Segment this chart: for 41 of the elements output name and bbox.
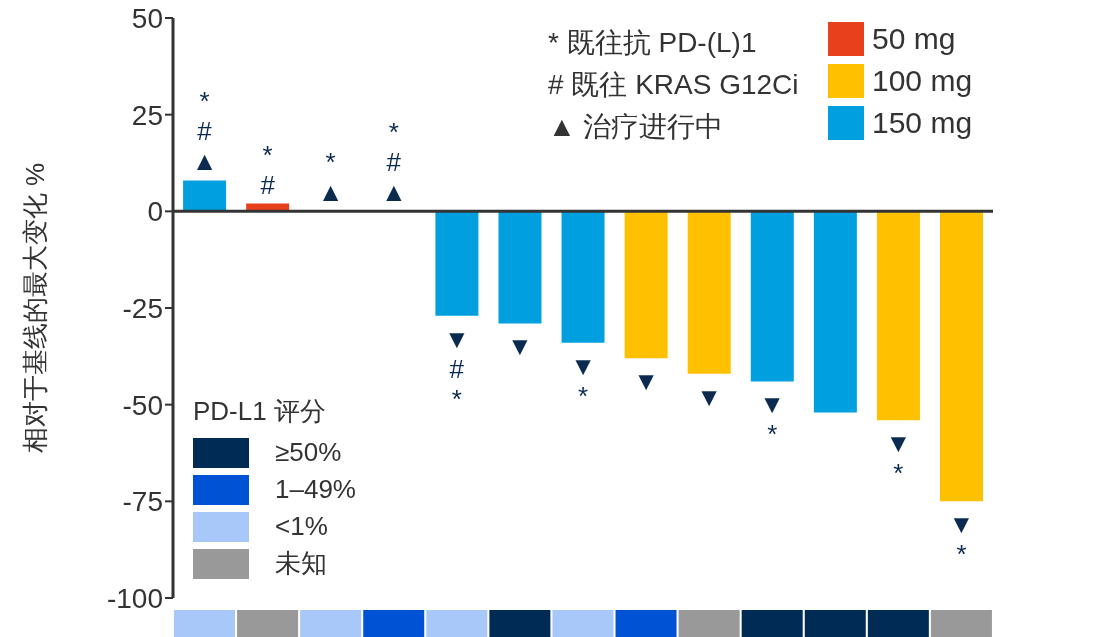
- text: ▼: [633, 366, 659, 397]
- text: ▼ # *: [443, 323, 470, 414]
- y-tick-label: 0: [147, 196, 163, 228]
- bar: [624, 211, 668, 359]
- y-tick-label: -100: [106, 582, 163, 614]
- text: ▼ *: [885, 428, 912, 489]
- bar: [183, 180, 227, 212]
- bar: [498, 211, 542, 324]
- text: * # ▲: [191, 86, 218, 177]
- bar: [687, 211, 731, 374]
- text: ▼: [696, 381, 723, 412]
- text: ▼ *: [948, 509, 975, 570]
- text: * #: [260, 139, 275, 200]
- legend-label: <1%: [274, 510, 329, 543]
- bar: [561, 211, 605, 343]
- y-tick-label: -50: [122, 389, 163, 421]
- text: * ▲: [317, 147, 344, 208]
- text: ▼: [507, 331, 533, 362]
- bar: [940, 211, 984, 502]
- y-tick-label: -75: [122, 486, 163, 518]
- text: ▼ *: [759, 389, 786, 450]
- annotation: ▲ 治疗进行中: [548, 110, 725, 144]
- annotation: # 既往 KRAS G12Ci: [548, 68, 799, 102]
- legend-label: 100 mg: [871, 63, 973, 99]
- legend-label: 未知: [274, 547, 328, 580]
- y-tick-label: 50: [131, 2, 163, 34]
- legend-label: ≥50%: [274, 436, 343, 469]
- text: * # ▲: [380, 117, 407, 208]
- legend-label: 150 mg: [871, 105, 973, 141]
- text: ▼ *: [570, 350, 596, 411]
- y-tick-label: -25: [122, 292, 163, 324]
- bar: [876, 211, 920, 421]
- legend-title: PD-L1 评分: [193, 395, 327, 428]
- bar: [435, 211, 479, 316]
- y-axis-title: 相对于基线的最大变化 %: [18, 162, 51, 454]
- legend-label: 50 mg: [871, 21, 957, 57]
- bar: [750, 211, 794, 382]
- bar: [813, 211, 857, 413]
- legend-label: 1–49%: [274, 473, 356, 506]
- y-tick-label: 25: [131, 99, 163, 131]
- annotation: * 既往抗 PD-(L)1: [548, 26, 758, 60]
